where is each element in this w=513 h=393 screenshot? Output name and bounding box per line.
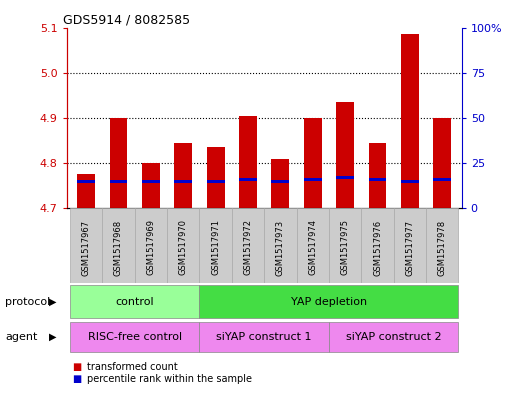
Text: agent: agent [5,332,37,342]
Bar [401,180,419,184]
Text: GSM1517976: GSM1517976 [373,219,382,275]
Text: GSM1517975: GSM1517975 [341,219,350,275]
Text: ▶: ▶ [49,297,56,307]
Bar [271,180,289,184]
Bar [70,285,200,318]
Bar [70,208,102,283]
Bar [304,178,322,181]
Text: GSM1517969: GSM1517969 [146,219,155,275]
Bar [232,208,264,283]
Bar [426,208,459,283]
Bar [135,208,167,283]
Bar [329,322,459,352]
Bar [329,208,361,283]
Bar [433,178,451,181]
Bar [239,178,257,181]
Bar [174,143,192,208]
Text: GSM1517978: GSM1517978 [438,219,447,275]
Text: percentile rank within the sample: percentile rank within the sample [87,374,252,384]
Bar [239,116,257,208]
Bar [297,208,329,283]
Bar [207,147,225,208]
Bar [110,180,127,184]
Text: GSM1517970: GSM1517970 [179,219,188,275]
Text: GSM1517972: GSM1517972 [244,219,252,275]
Bar [77,180,95,184]
Bar [110,118,127,208]
Bar [70,322,200,352]
Text: GDS5914 / 8082585: GDS5914 / 8082585 [63,13,190,26]
Bar [361,208,393,283]
Text: ■: ■ [72,374,81,384]
Bar [264,208,297,283]
Bar [200,322,329,352]
Bar [271,159,289,208]
Bar [369,143,386,208]
Bar [207,180,225,184]
Bar [304,118,322,208]
Text: GSM1517973: GSM1517973 [276,219,285,275]
Bar [393,208,426,283]
Text: GSM1517974: GSM1517974 [308,219,317,275]
Text: ■: ■ [72,362,81,373]
Bar [77,174,95,208]
Text: transformed count: transformed count [87,362,178,373]
Text: siYAP construct 2: siYAP construct 2 [346,332,442,342]
Text: GSM1517971: GSM1517971 [211,219,220,275]
Bar [200,208,232,283]
Text: siYAP construct 1: siYAP construct 1 [216,332,312,342]
Text: YAP depletion: YAP depletion [291,297,367,307]
Text: GSM1517967: GSM1517967 [82,219,91,275]
Bar [102,208,135,283]
Text: GSM1517968: GSM1517968 [114,219,123,275]
Bar [369,178,386,181]
Bar [174,180,192,184]
Bar [401,34,419,208]
Text: protocol: protocol [5,297,50,307]
Bar [336,102,354,208]
Text: RISC-free control: RISC-free control [88,332,182,342]
Text: control: control [115,297,154,307]
Bar [167,208,200,283]
Bar [200,285,459,318]
Text: GSM1517977: GSM1517977 [405,219,415,275]
Bar [142,163,160,208]
Bar [336,176,354,179]
Text: ▶: ▶ [49,332,56,342]
Bar [433,118,451,208]
Bar [142,180,160,184]
